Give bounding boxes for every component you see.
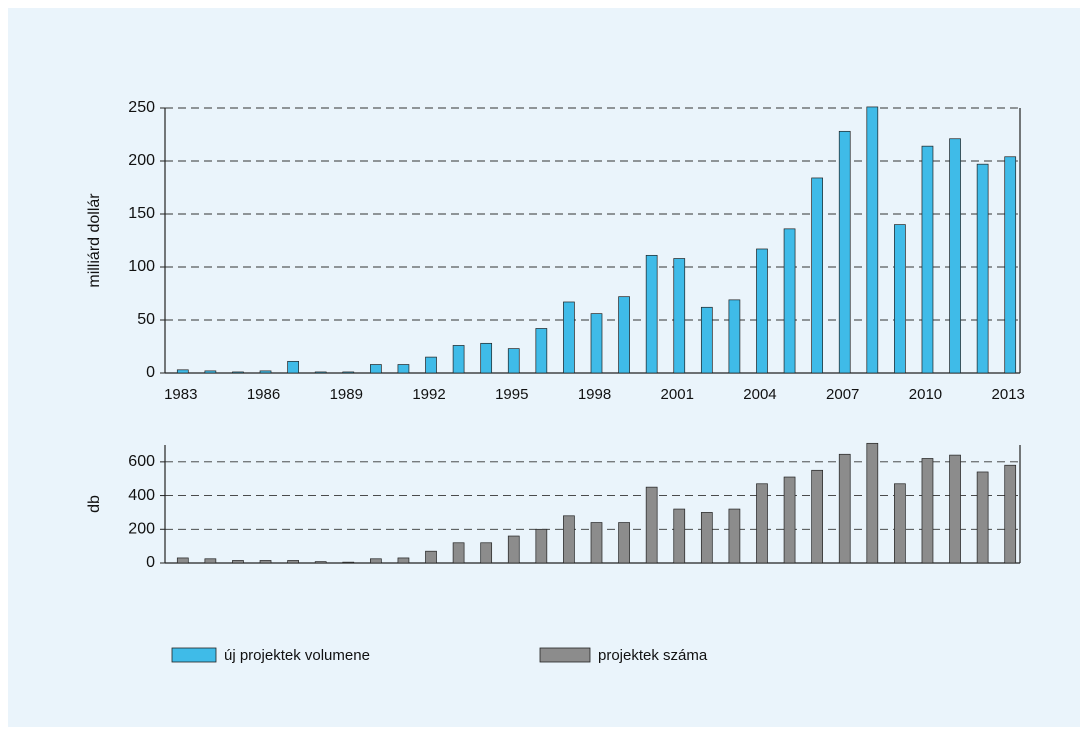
y-axis-label: db xyxy=(86,495,103,513)
legend-label: projektek száma xyxy=(598,647,708,664)
bar xyxy=(921,145,934,374)
bar xyxy=(535,328,548,374)
bar xyxy=(507,535,520,564)
x-tick-label: 1983 xyxy=(164,386,197,403)
y-axis-label: milliárd dollár xyxy=(86,193,103,288)
bar xyxy=(700,306,713,374)
y-tick-label: 50 xyxy=(137,311,155,328)
y-tick-label: 400 xyxy=(128,487,155,504)
bar xyxy=(976,163,989,374)
bar xyxy=(342,371,355,374)
bar xyxy=(259,370,272,374)
bar xyxy=(838,453,851,564)
bar xyxy=(838,130,851,374)
legend-swatch xyxy=(171,647,217,663)
bar xyxy=(921,458,934,564)
bar xyxy=(204,370,217,374)
y-tick-label: 200 xyxy=(128,152,155,169)
bar xyxy=(645,486,658,564)
x-tick-label: 1989 xyxy=(330,386,363,403)
bar xyxy=(728,508,741,564)
bar xyxy=(563,301,575,374)
x-tick-label: 1998 xyxy=(578,386,611,403)
x-tick-label: 1992 xyxy=(412,386,445,403)
bar xyxy=(232,371,244,374)
bar xyxy=(314,371,327,374)
bar xyxy=(370,558,382,564)
x-tick-label: 1986 xyxy=(247,386,280,403)
bar xyxy=(1004,464,1017,564)
bar xyxy=(590,313,603,374)
bar xyxy=(480,342,493,374)
bar xyxy=(811,469,823,564)
bar xyxy=(232,560,244,564)
bar xyxy=(756,248,768,374)
y-tick-label: 150 xyxy=(128,205,155,222)
bar xyxy=(756,483,768,564)
bar xyxy=(645,254,658,374)
bar xyxy=(452,345,465,374)
x-tick-label: 2010 xyxy=(909,386,942,403)
bar xyxy=(673,258,686,374)
bar xyxy=(535,528,548,564)
bar xyxy=(480,542,493,564)
bar xyxy=(949,138,961,374)
x-tick-label: 2007 xyxy=(826,386,859,403)
y-tick-label: 100 xyxy=(128,258,155,275)
bar xyxy=(728,299,741,374)
bar xyxy=(204,558,217,564)
bar xyxy=(783,476,796,564)
bar xyxy=(397,557,410,564)
bar xyxy=(259,560,272,564)
bar xyxy=(866,106,879,374)
y-tick-label: 250 xyxy=(128,99,155,116)
bar xyxy=(618,522,630,564)
bar xyxy=(976,471,989,564)
y-tick-label: 200 xyxy=(128,521,155,538)
y-tick-label: 0 xyxy=(146,554,155,571)
bar xyxy=(425,550,437,564)
bar xyxy=(397,364,410,374)
bar xyxy=(287,360,299,374)
bar xyxy=(1004,156,1017,374)
bar xyxy=(783,228,796,374)
x-tick-label: 1995 xyxy=(495,386,528,403)
legend-swatch xyxy=(539,647,591,663)
y-tick-label: 600 xyxy=(128,453,155,470)
bar xyxy=(700,512,713,564)
bar xyxy=(894,224,906,374)
bar xyxy=(949,454,961,564)
bar xyxy=(342,561,355,564)
x-tick-label: 2004 xyxy=(743,386,776,403)
bar xyxy=(425,356,437,374)
bar xyxy=(176,369,189,374)
bar xyxy=(176,557,189,564)
bar xyxy=(590,522,603,564)
bar xyxy=(563,515,575,564)
bar xyxy=(673,508,686,564)
x-tick-label: 2013 xyxy=(992,386,1025,403)
legend-label: új projektek volumene xyxy=(224,647,370,664)
y-tick-label: 0 xyxy=(146,364,155,381)
bar xyxy=(287,560,299,564)
bar xyxy=(618,296,630,374)
bar xyxy=(314,561,327,564)
bar xyxy=(507,348,520,374)
bar xyxy=(370,364,382,374)
bar xyxy=(894,483,906,564)
bar xyxy=(452,542,465,564)
bar xyxy=(811,177,823,374)
bar xyxy=(866,442,879,564)
x-tick-label: 2001 xyxy=(661,386,694,403)
